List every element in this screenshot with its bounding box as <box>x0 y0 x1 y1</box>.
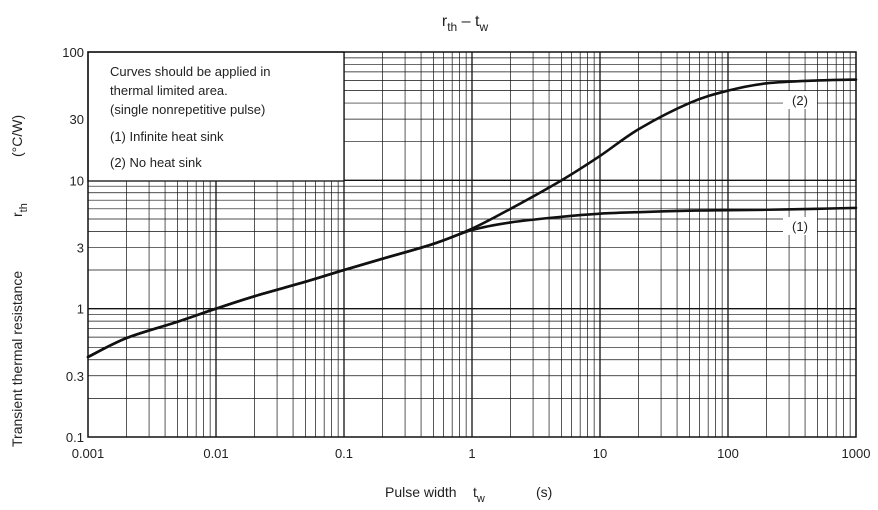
x-axis-label-unit: (s) <box>536 484 552 500</box>
curve-labels: (2) (1) <box>783 91 817 235</box>
curves <box>86 78 858 359</box>
x-tick-label: 1000 <box>842 446 871 461</box>
x-axis-label: Pulse width tw (s) <box>385 484 552 505</box>
curve-label-2: (2) <box>792 93 808 108</box>
title-sep: – <box>457 13 475 30</box>
x-tick-labels: 0.001 0.01 0.1 1 10 100 1000 <box>72 446 871 461</box>
legend-line-3: (single nonrepetitive pulse) <box>110 102 265 117</box>
legend-line-4: (1) Infinite heat sink <box>110 129 224 144</box>
x-axis-label-sub: w <box>476 493 485 505</box>
y-tick-label: 0.3 <box>66 369 84 384</box>
y-tick-label: 100 <box>62 45 84 60</box>
legend-line-1: Curves should be applied in <box>110 64 270 79</box>
curve-label-2-bg <box>783 91 817 109</box>
y-tick-label: 0.1 <box>66 430 84 445</box>
x-axis-label-sym: t <box>473 484 477 500</box>
y-axis-label: Transient thermal resistance rth (°C/W) <box>9 115 30 447</box>
x-tick-label: 100 <box>717 446 739 461</box>
x-tick-label: 0.01 <box>203 446 228 461</box>
title-main: r <box>442 13 448 30</box>
y-axis-label-text: Transient thermal resistance <box>9 271 25 447</box>
series-line-2 <box>86 78 858 359</box>
y-tick-label: 30 <box>70 112 84 127</box>
legend-box: Curves should be applied in thermal limi… <box>87 51 345 182</box>
curve-label-1-bg <box>783 217 817 235</box>
x-tick-label: 0.001 <box>72 446 105 461</box>
x-tick-label: 0.1 <box>335 446 353 461</box>
chart-title: rth – tw <box>442 13 489 34</box>
y-tick-labels: 0.1 0.3 1 3 10 30 100 <box>62 45 84 445</box>
plot-frame <box>87 51 857 438</box>
y-axis-label-unit: (°C/W) <box>9 115 25 157</box>
x-tick-label: 10 <box>593 446 607 461</box>
title-sub1: th <box>447 20 457 34</box>
legend-line-5: (2) No heat sink <box>110 155 202 170</box>
title-sub2: w <box>478 20 488 34</box>
legend-line-2: thermal limited area. <box>110 83 228 98</box>
curve-label-1: (1) <box>792 219 808 234</box>
y-tick-label: 3 <box>77 240 84 255</box>
y-tick-label: 1 <box>77 302 84 317</box>
title-main2: t <box>475 13 480 30</box>
y-axis-label-sub: th <box>18 203 30 212</box>
x-axis-label-text: Pulse width <box>385 484 457 500</box>
x-tick-label: 1 <box>468 446 475 461</box>
y-tick-label: 10 <box>70 173 84 188</box>
y-axis-label-sym: r <box>9 212 25 217</box>
